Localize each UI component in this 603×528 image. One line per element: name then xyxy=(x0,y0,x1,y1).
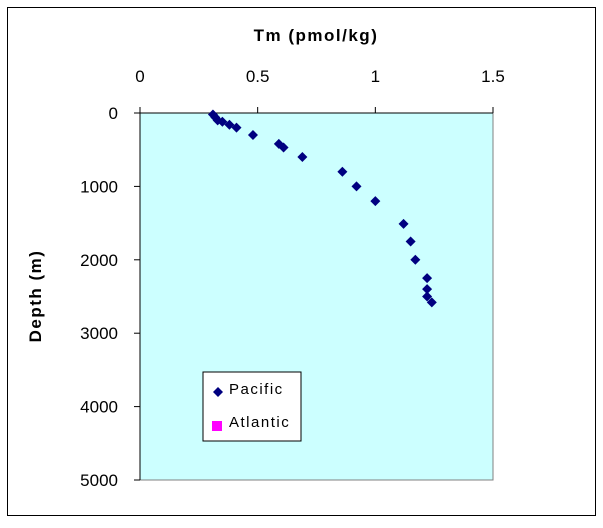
y-tick-label: 2000 xyxy=(80,251,118,270)
data-point-pacific xyxy=(247,130,258,141)
plot-area xyxy=(139,112,494,481)
x-tick-label: 1.5 xyxy=(481,67,505,86)
y-tick-label: 1000 xyxy=(80,177,118,196)
data-point-pacific xyxy=(426,297,437,308)
data-point-pacific xyxy=(278,142,289,153)
legend-atlantic-label: Atlantic xyxy=(229,414,290,431)
y-tick-label: 4000 xyxy=(80,398,118,417)
data-marks-group xyxy=(207,109,437,308)
legend-atlantic-marker xyxy=(212,421,222,431)
data-point-pacific xyxy=(422,284,433,295)
y-tick-label: 3000 xyxy=(80,324,118,343)
y-tick-label: 5000 xyxy=(80,471,118,490)
data-point-pacific xyxy=(231,122,242,133)
data-point-pacific xyxy=(422,291,433,302)
legend: Pacific Atlantic xyxy=(202,371,302,442)
data-point-pacific xyxy=(351,181,362,192)
legend-pacific-label: Pacific xyxy=(229,381,284,398)
data-point-pacific xyxy=(297,152,308,163)
y-tick-label: 0 xyxy=(109,104,118,123)
x-tick-label: 0 xyxy=(135,67,144,86)
data-point-pacific xyxy=(337,166,348,177)
axes-group: 0 0.5 1 1.5 0 1000 2000 3000 4000 5000 xyxy=(80,67,505,490)
y-axis-title: Depth (m) xyxy=(26,250,45,343)
x-tick-label: 0.5 xyxy=(246,67,270,86)
x-axis-title: Tm (pmol/kg) xyxy=(254,26,379,45)
data-point-pacific xyxy=(398,218,409,229)
data-point-pacific xyxy=(422,273,433,284)
data-point-pacific xyxy=(410,254,421,265)
data-point-pacific xyxy=(370,196,381,207)
legend-pacific-marker xyxy=(213,387,223,397)
data-point-pacific xyxy=(405,236,416,247)
x-tick-label: 1 xyxy=(371,67,380,86)
